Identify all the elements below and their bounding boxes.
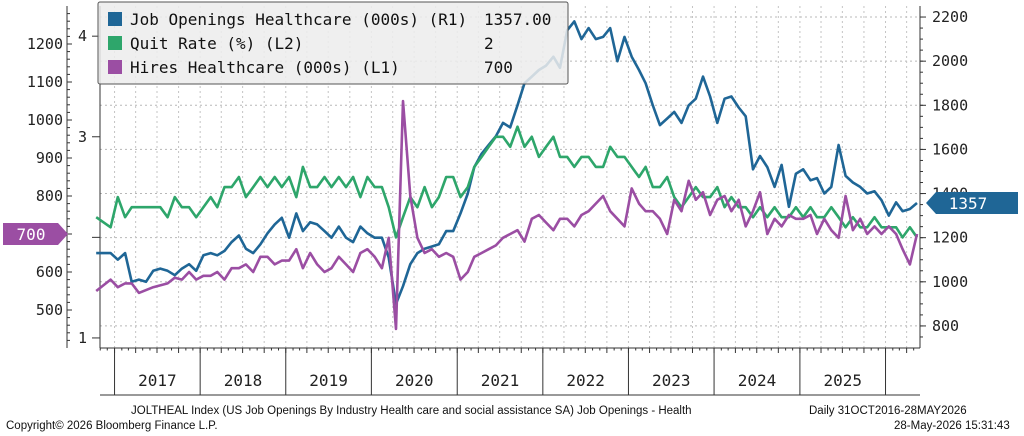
right-tick-label: 2200 xyxy=(932,8,968,26)
last-value-tag-hires xyxy=(3,223,68,245)
outer-left-tick-label: 1100 xyxy=(27,73,63,91)
outer-left-tick-label: 500 xyxy=(36,301,63,319)
outer-left-tick-label: 1000 xyxy=(27,111,63,129)
series-line-2 xyxy=(95,125,919,239)
right-tick-label: 1000 xyxy=(932,273,968,291)
legend-box xyxy=(97,1,569,85)
legend-series-value: 2 xyxy=(484,34,494,53)
year-label: 2017 xyxy=(138,371,177,390)
line-chart: 2017 2018 2019 2020 2021 2022 2023 2024 2025 500 6… xyxy=(3,1,1018,396)
inner-left-tick-label: 3 xyxy=(78,128,87,146)
right-tick-label: 1600 xyxy=(932,140,968,158)
last-value-tag-job-openings xyxy=(926,192,1018,215)
chart-date-range: Daily 31OCT2016-28MAY2026 xyxy=(809,405,967,417)
legend-series-name: Job Openings Healthcare (000s) (R1) xyxy=(130,10,467,29)
right-tick-label: 1200 xyxy=(932,229,968,247)
year-label: 2022 xyxy=(566,371,605,390)
legend-series-value: 700 xyxy=(484,58,513,77)
last-value-label-job-openings: 1357 xyxy=(949,194,988,213)
right-tick-label: 1800 xyxy=(932,96,968,114)
right-tick-label: 800 xyxy=(932,317,959,335)
chart-axes xyxy=(66,6,926,396)
legend-series-value: 1357.00 xyxy=(484,10,551,29)
year-label: 2024 xyxy=(738,371,777,390)
legend-series-name: Hires Healthcare (000s) (L1) xyxy=(130,58,400,77)
chart-timestamp: 28-May-2026 15:31:43 xyxy=(894,420,1010,432)
outer-left-tick-label: 600 xyxy=(36,263,63,281)
year-label: 2023 xyxy=(652,371,691,390)
series-line-1 xyxy=(96,20,918,306)
year-label: 2019 xyxy=(309,371,348,390)
year-label: 2018 xyxy=(224,371,263,390)
series-lines xyxy=(95,20,919,331)
inner-left-tick-label: 4 xyxy=(78,27,87,45)
copyright-notice: Copyright© 2026 Bloomberg Finance L.P. xyxy=(6,420,218,432)
inner-left-tick-label: 1 xyxy=(78,329,87,347)
outer-left-tick-label: 1200 xyxy=(27,35,63,53)
legend-series-name: Quit Rate (%) (L2) xyxy=(130,34,303,53)
legend-swatch xyxy=(108,12,122,26)
chart-description: JOLTHEAL Index (US Job Openings By Indus… xyxy=(131,405,692,417)
series-line-3 xyxy=(95,99,919,331)
chart-legend: 1357 700 Job Openings Healthcare (000s) (R… xyxy=(3,1,1018,245)
last-value-label-hires: 700 xyxy=(17,225,46,244)
year-label: 2020 xyxy=(395,371,434,390)
legend-swatch xyxy=(108,36,122,50)
outer-left-tick-label: 900 xyxy=(36,149,63,167)
outer-left-tick-label: 800 xyxy=(36,187,63,205)
year-label: 2025 xyxy=(823,371,862,390)
right-tick-label: 2000 xyxy=(932,52,968,70)
year-label: 2021 xyxy=(481,371,520,390)
legend-swatch xyxy=(108,60,122,74)
